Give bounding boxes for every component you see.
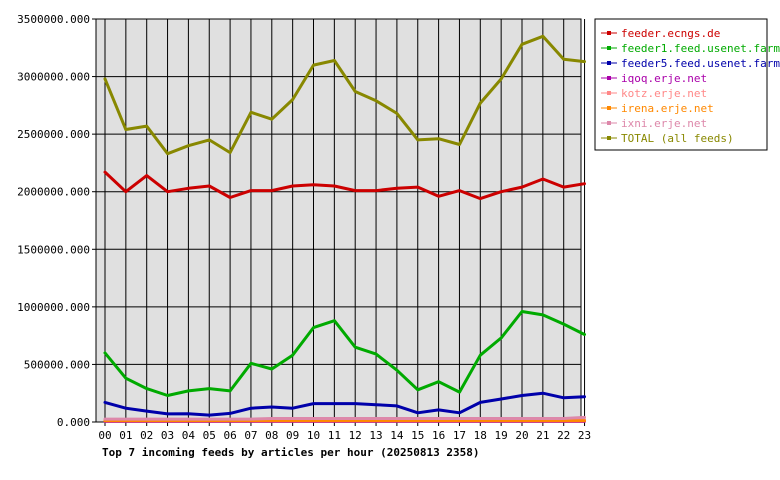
legend-swatch-marker <box>607 61 611 65</box>
x-tick-label: 22 <box>557 429 570 442</box>
y-tick-label: 0.000 <box>57 416 90 429</box>
series-lines <box>103 34 586 423</box>
y-tick-label: 3500000.000 <box>17 13 90 26</box>
legend-swatch-marker <box>607 106 611 110</box>
y-tick-label: 2000000.000 <box>17 186 90 199</box>
chart-title: Top 7 incoming feeds by articles per hou… <box>102 446 480 459</box>
grid <box>96 18 586 423</box>
series-line <box>103 415 586 421</box>
legend-label: feeder.ecngs.de <box>621 27 720 40</box>
x-tick-label: 05 <box>203 429 216 442</box>
legend-label: feeder5.feed.usenet.farm <box>621 57 780 70</box>
y-tick-label: 1500000.000 <box>17 243 90 256</box>
legend-swatch-marker <box>607 121 611 125</box>
x-tick-label: 10 <box>307 429 320 442</box>
x-tick-label: 07 <box>244 429 257 442</box>
legend-label: feeder1.feed.usenet.farm <box>621 42 780 55</box>
x-tick-label: 17 <box>453 429 466 442</box>
x-tick-label: 08 <box>265 429 278 442</box>
x-tick-label: 13 <box>369 429 382 442</box>
legend-swatch-marker <box>607 76 611 80</box>
x-tick-label: 06 <box>223 429 236 442</box>
x-tick-label: 02 <box>140 429 153 442</box>
y-tick-label: 500000.000 <box>24 358 90 371</box>
legend-label: iqoq.erje.net <box>621 72 707 85</box>
x-tick-label: 23 <box>578 429 591 442</box>
legend-box <box>594 18 768 151</box>
x-tick-labels: 00 01 02 03 04 05 06 07 08 09 10 11 12 13 14 15 16 17 18 19… <box>98 422 591 442</box>
x-tick-label: 03 <box>161 429 174 442</box>
y-tick-label: 1000000.000 <box>17 301 90 314</box>
x-tick-label: 15 <box>411 429 424 442</box>
legend-label: TOTAL (all feeds) <box>621 132 734 145</box>
x-tick-label: 14 <box>390 429 404 442</box>
x-tick-label: 09 <box>286 429 299 442</box>
legend-swatch-marker <box>607 136 611 140</box>
legend-swatch-marker <box>607 91 611 95</box>
legend-label: kotz.erje.net <box>621 87 707 100</box>
x-tick-label: 18 <box>474 429 487 442</box>
legend-label: ixni.erje.net <box>621 117 707 130</box>
series-line <box>103 34 586 156</box>
x-tick-label: 11 <box>328 429 341 442</box>
series-line <box>103 170 586 201</box>
legend-swatch-marker <box>607 46 611 50</box>
y-tick-label: 2500000.000 <box>17 128 90 141</box>
x-tick-label: 21 <box>536 429 549 442</box>
x-tick-label: 12 <box>349 429 362 442</box>
legend: feeder.ecngs.de feeder1.feed.usenet.farm f… <box>594 18 780 151</box>
y-tick-label: 3000000.000 <box>17 71 90 84</box>
plot-background <box>95 18 582 423</box>
y-tick-labels: 0.000 500000.000 1000000.000 1500000.000 200… <box>17 13 96 429</box>
series-line <box>103 310 586 397</box>
x-tick-label: 19 <box>495 429 508 442</box>
x-tick-label: 04 <box>182 429 196 442</box>
x-tick-label: 20 <box>515 429 528 442</box>
x-tick-label: 16 <box>432 429 445 442</box>
legend-label: irena.erje.net <box>621 102 714 115</box>
series-line <box>103 391 586 417</box>
x-tick-label: 01 <box>119 429 132 442</box>
legend-swatch-marker <box>607 31 611 35</box>
x-tick-label: 00 <box>98 429 111 442</box>
